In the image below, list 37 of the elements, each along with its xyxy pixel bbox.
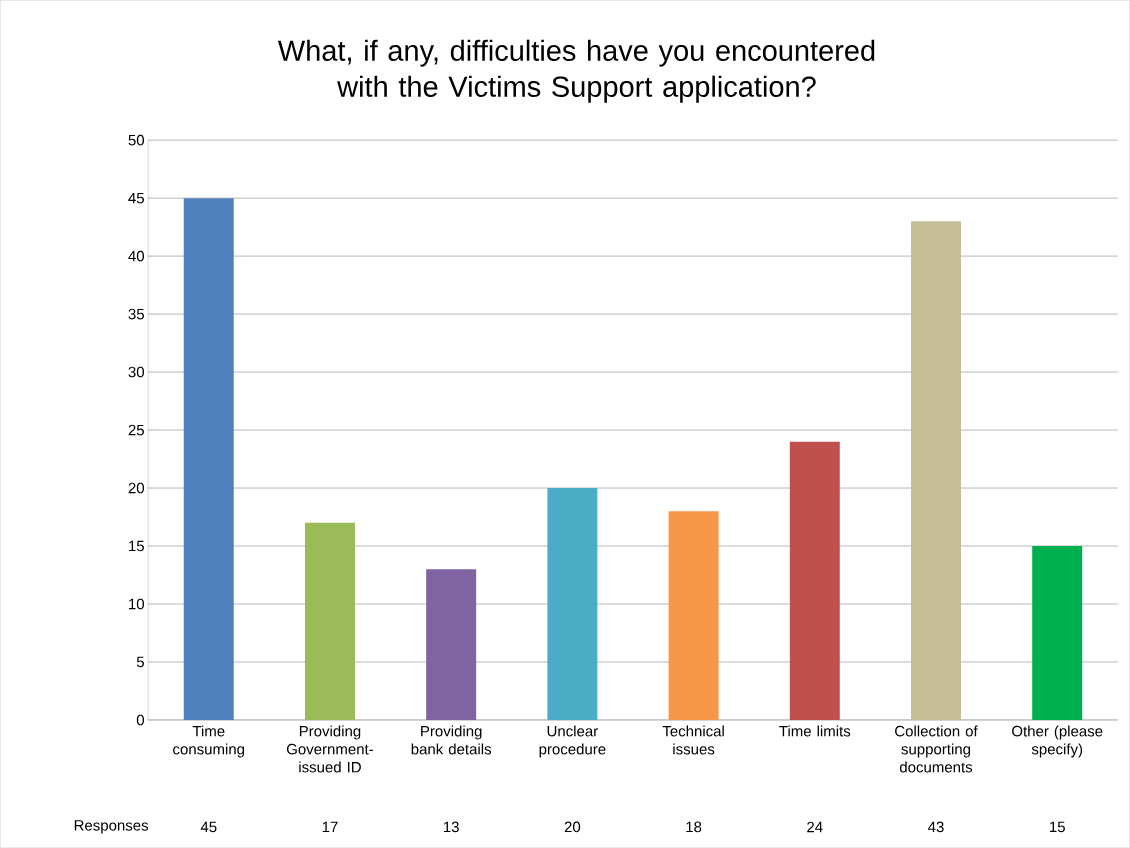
y-tick-label: 40 — [128, 250, 145, 262]
y-tick-label: 15 — [129, 540, 144, 552]
x-tick-label: Other (please specify) — [1012, 725, 1103, 758]
text: Responses — [74, 820, 149, 834]
x-tick-label: Collection of supporting documents — [895, 725, 978, 773]
bar — [789, 441, 840, 720]
y-tick-label: 25 — [128, 424, 144, 436]
y-tick-label: 20 — [128, 482, 145, 494]
y-tick-label: 10 — [129, 598, 145, 610]
data-label: 20 — [564, 821, 581, 833]
data-label: 13 — [443, 821, 459, 833]
y-tick-label: 50 — [128, 134, 145, 146]
data-label: 43 — [928, 821, 944, 833]
bar — [547, 487, 598, 720]
y-tick-label: 5 — [136, 656, 144, 668]
chart-title: What, if any, difficulties have you encountered with the Victims Support application? — [277, 39, 875, 103]
bar — [183, 198, 234, 720]
data-label: 17 — [322, 821, 338, 833]
bar — [1032, 545, 1083, 720]
x-tick-label: Time limits — [779, 725, 851, 737]
x-tick-label: Providing bank details — [411, 725, 492, 755]
data-label: 24 — [807, 821, 823, 833]
bar — [304, 522, 355, 720]
y-tick-label: 30 — [128, 366, 145, 378]
x-tick-label: Time consuming — [173, 725, 245, 758]
y-tick-label: 35 — [128, 308, 144, 320]
bar — [426, 569, 477, 720]
data-label: 45 — [200, 821, 217, 833]
x-tick-label: Unclear procedure — [539, 725, 606, 758]
data-label: 18 — [686, 821, 702, 833]
bar — [668, 511, 719, 720]
x-tick-label: Technical issues — [662, 725, 724, 755]
bar — [911, 221, 961, 720]
x-tick-label: Providing Government-issued ID — [286, 725, 374, 773]
y-tick-label: 0 — [136, 714, 145, 726]
data-label: 15 — [1050, 821, 1065, 833]
y-tick-label: 45 — [128, 192, 144, 204]
